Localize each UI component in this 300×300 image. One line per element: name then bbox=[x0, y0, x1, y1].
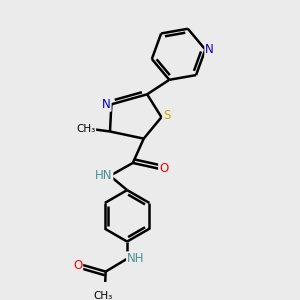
Text: N: N bbox=[102, 98, 111, 111]
Text: CH₃: CH₃ bbox=[94, 291, 113, 300]
Text: N: N bbox=[205, 43, 214, 56]
Text: O: O bbox=[159, 162, 168, 175]
Text: HN: HN bbox=[95, 169, 112, 182]
Text: NH: NH bbox=[127, 252, 145, 265]
Text: CH₃: CH₃ bbox=[76, 124, 95, 134]
Text: O: O bbox=[73, 259, 82, 272]
Text: S: S bbox=[164, 109, 171, 122]
